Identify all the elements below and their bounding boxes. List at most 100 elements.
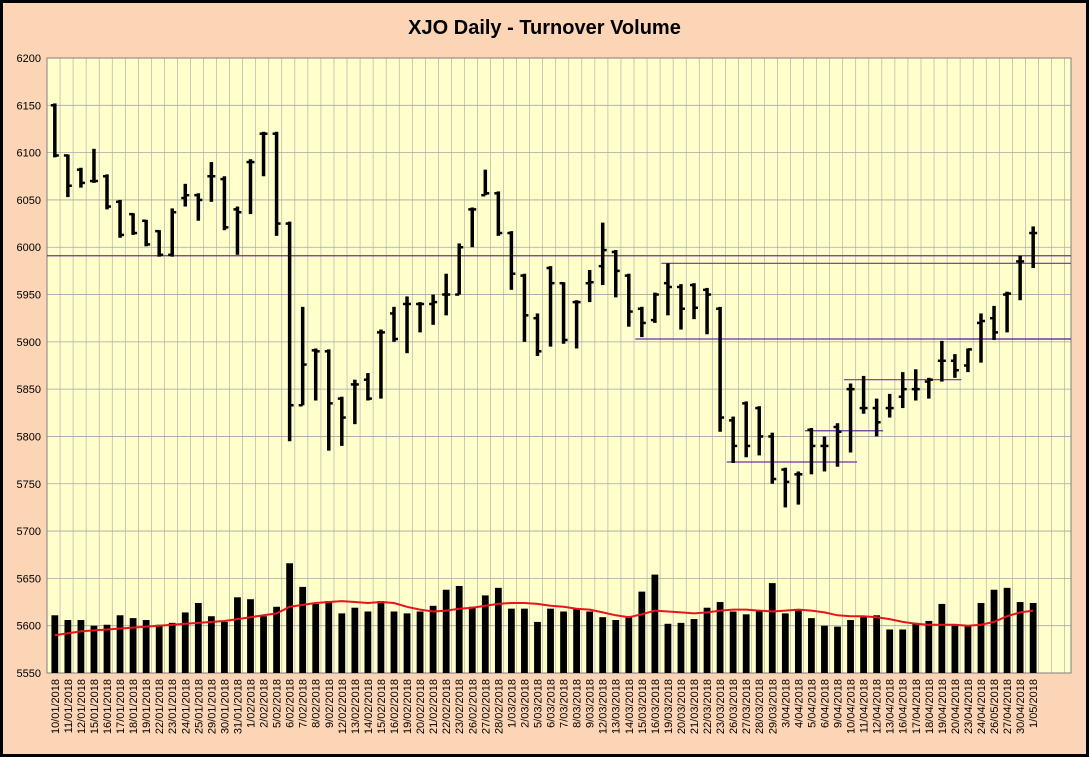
volume-bar xyxy=(547,608,554,673)
volume-bar xyxy=(221,621,228,673)
x-tick-label: 7/02/2018 xyxy=(298,679,310,728)
x-tick-label: 18/04/2018 xyxy=(924,679,936,734)
x-tick-label: 18/01/2018 xyxy=(128,679,140,734)
volume-bar xyxy=(325,601,333,673)
x-tick-label: 9/04/2018 xyxy=(833,679,845,728)
x-tick-label: 23/02/2018 xyxy=(454,679,466,734)
volume-bar xyxy=(273,606,280,673)
volume-bar xyxy=(729,611,737,673)
x-tick-label: 16/04/2018 xyxy=(898,679,910,734)
y-tick-label: 5650 xyxy=(17,573,41,585)
x-tick-label: 17/04/2018 xyxy=(911,679,923,734)
volume-bar xyxy=(247,599,254,673)
volume-bar xyxy=(103,624,111,673)
x-tick-label: 17/01/2018 xyxy=(115,679,127,734)
x-tick-label: 29/01/2018 xyxy=(206,679,218,734)
volume-bar xyxy=(1016,602,1024,673)
volume-bar xyxy=(912,622,920,673)
x-tick-label: 16/03/2018 xyxy=(650,679,662,734)
x-tick-label: 7/03/2018 xyxy=(559,679,571,728)
volume-bar xyxy=(690,619,698,673)
volume-bar xyxy=(390,611,398,673)
x-tick-label: 15/02/2018 xyxy=(376,679,388,734)
x-tick-label: 12/02/2018 xyxy=(337,679,349,734)
volume-bar xyxy=(651,574,659,673)
volume-bar xyxy=(755,611,763,673)
volume-bar xyxy=(194,602,202,673)
volume-bar xyxy=(64,620,72,673)
x-tick-label: 9/02/2018 xyxy=(324,679,336,728)
x-tick-label: 13/02/2018 xyxy=(350,679,362,734)
x-tick-label: 14/03/2018 xyxy=(624,679,636,734)
x-tick-label: 26/03/2018 xyxy=(728,679,740,734)
volume-bar xyxy=(742,614,750,673)
y-tick-label: 5900 xyxy=(17,337,41,349)
x-tick-label: 6/03/2018 xyxy=(546,679,558,728)
x-tick-label: 26/02/2018 xyxy=(467,679,479,734)
x-tick-label: 2/02/2018 xyxy=(259,679,271,728)
volume-bar xyxy=(442,589,450,673)
volume-bar xyxy=(155,624,163,673)
x-tick-label: 14/02/2018 xyxy=(363,679,375,734)
x-tick-label: 8/03/2018 xyxy=(572,679,584,728)
volume-bar xyxy=(260,616,267,673)
y-tick-label: 5800 xyxy=(17,431,41,443)
x-tick-label: 23/03/2018 xyxy=(715,679,727,734)
volume-bar xyxy=(860,617,867,673)
x-tick-label: 22/03/2018 xyxy=(702,679,714,734)
volume-bar xyxy=(403,613,411,673)
volume-bar xyxy=(416,611,424,673)
volume-bar xyxy=(521,608,528,673)
x-tick-label: 27/03/2018 xyxy=(741,679,753,734)
x-tick-label: 30/04/2018 xyxy=(1015,679,1027,734)
chart-svg: 5550 5600 5650 5700 5750 5800 5850 5900 5950 6000… xyxy=(17,53,1072,734)
volume-bar xyxy=(494,587,502,673)
volume-bar xyxy=(507,608,515,673)
x-tick-label: 8/02/2018 xyxy=(311,679,323,728)
x-tick-label: 12/04/2018 xyxy=(872,679,884,734)
x-tick-label: 19/02/2018 xyxy=(402,679,414,734)
volume-bar xyxy=(677,622,685,673)
x-tick-label: 24/04/2018 xyxy=(976,679,988,734)
volume-moving-average-line xyxy=(54,600,1034,637)
volume-bar xyxy=(821,625,828,673)
volume-bar xyxy=(338,613,346,673)
y-tick-label: 5600 xyxy=(17,621,41,633)
volume-bar xyxy=(468,606,476,673)
volume-bar xyxy=(1003,587,1011,673)
x-tick-label: 22/02/2018 xyxy=(441,679,453,734)
x-tick-label: 10/04/2018 xyxy=(846,679,858,734)
x-tick-label: 20/03/2018 xyxy=(676,679,688,734)
x-tick-label: 28/03/2018 xyxy=(754,679,766,734)
x-tick-label: 5/04/2018 xyxy=(806,679,818,728)
volume-bar xyxy=(873,615,881,673)
volume-bar xyxy=(312,603,320,673)
x-tick-label: 10/01/2018 xyxy=(50,679,62,734)
x-tick-label: 30/01/2018 xyxy=(219,679,231,734)
volume-bar xyxy=(977,602,985,673)
volume-bar xyxy=(808,618,815,673)
x-tick-label: 20/04/2018 xyxy=(950,679,962,734)
x-tick-label: 3/04/2018 xyxy=(780,679,792,728)
volume-bar xyxy=(599,617,607,673)
volume-bar xyxy=(377,601,385,673)
volume-bar xyxy=(234,597,241,673)
volume-bar xyxy=(351,607,359,673)
volume-bar xyxy=(938,603,946,673)
plot-border xyxy=(46,57,1072,674)
volume-bar xyxy=(481,595,489,673)
x-tick-label: 4/04/2018 xyxy=(793,679,805,728)
volume-bar xyxy=(964,625,972,673)
volume-bar xyxy=(951,625,959,673)
x-tick-label: 5/02/2018 xyxy=(272,679,284,728)
chart-title: XJO Daily - Turnover Volume xyxy=(408,17,681,39)
x-tick-label: 26/05/2018 xyxy=(989,679,1001,734)
y-tick-label: 6000 xyxy=(17,242,41,254)
volume-bar xyxy=(129,618,137,673)
volume-bar xyxy=(899,629,907,673)
x-tick-label: 24/01/2018 xyxy=(180,679,192,734)
volume-bar xyxy=(299,586,307,673)
x-tick-label: 20/02/2018 xyxy=(415,679,427,734)
y-tick-label: 6050 xyxy=(17,195,41,207)
